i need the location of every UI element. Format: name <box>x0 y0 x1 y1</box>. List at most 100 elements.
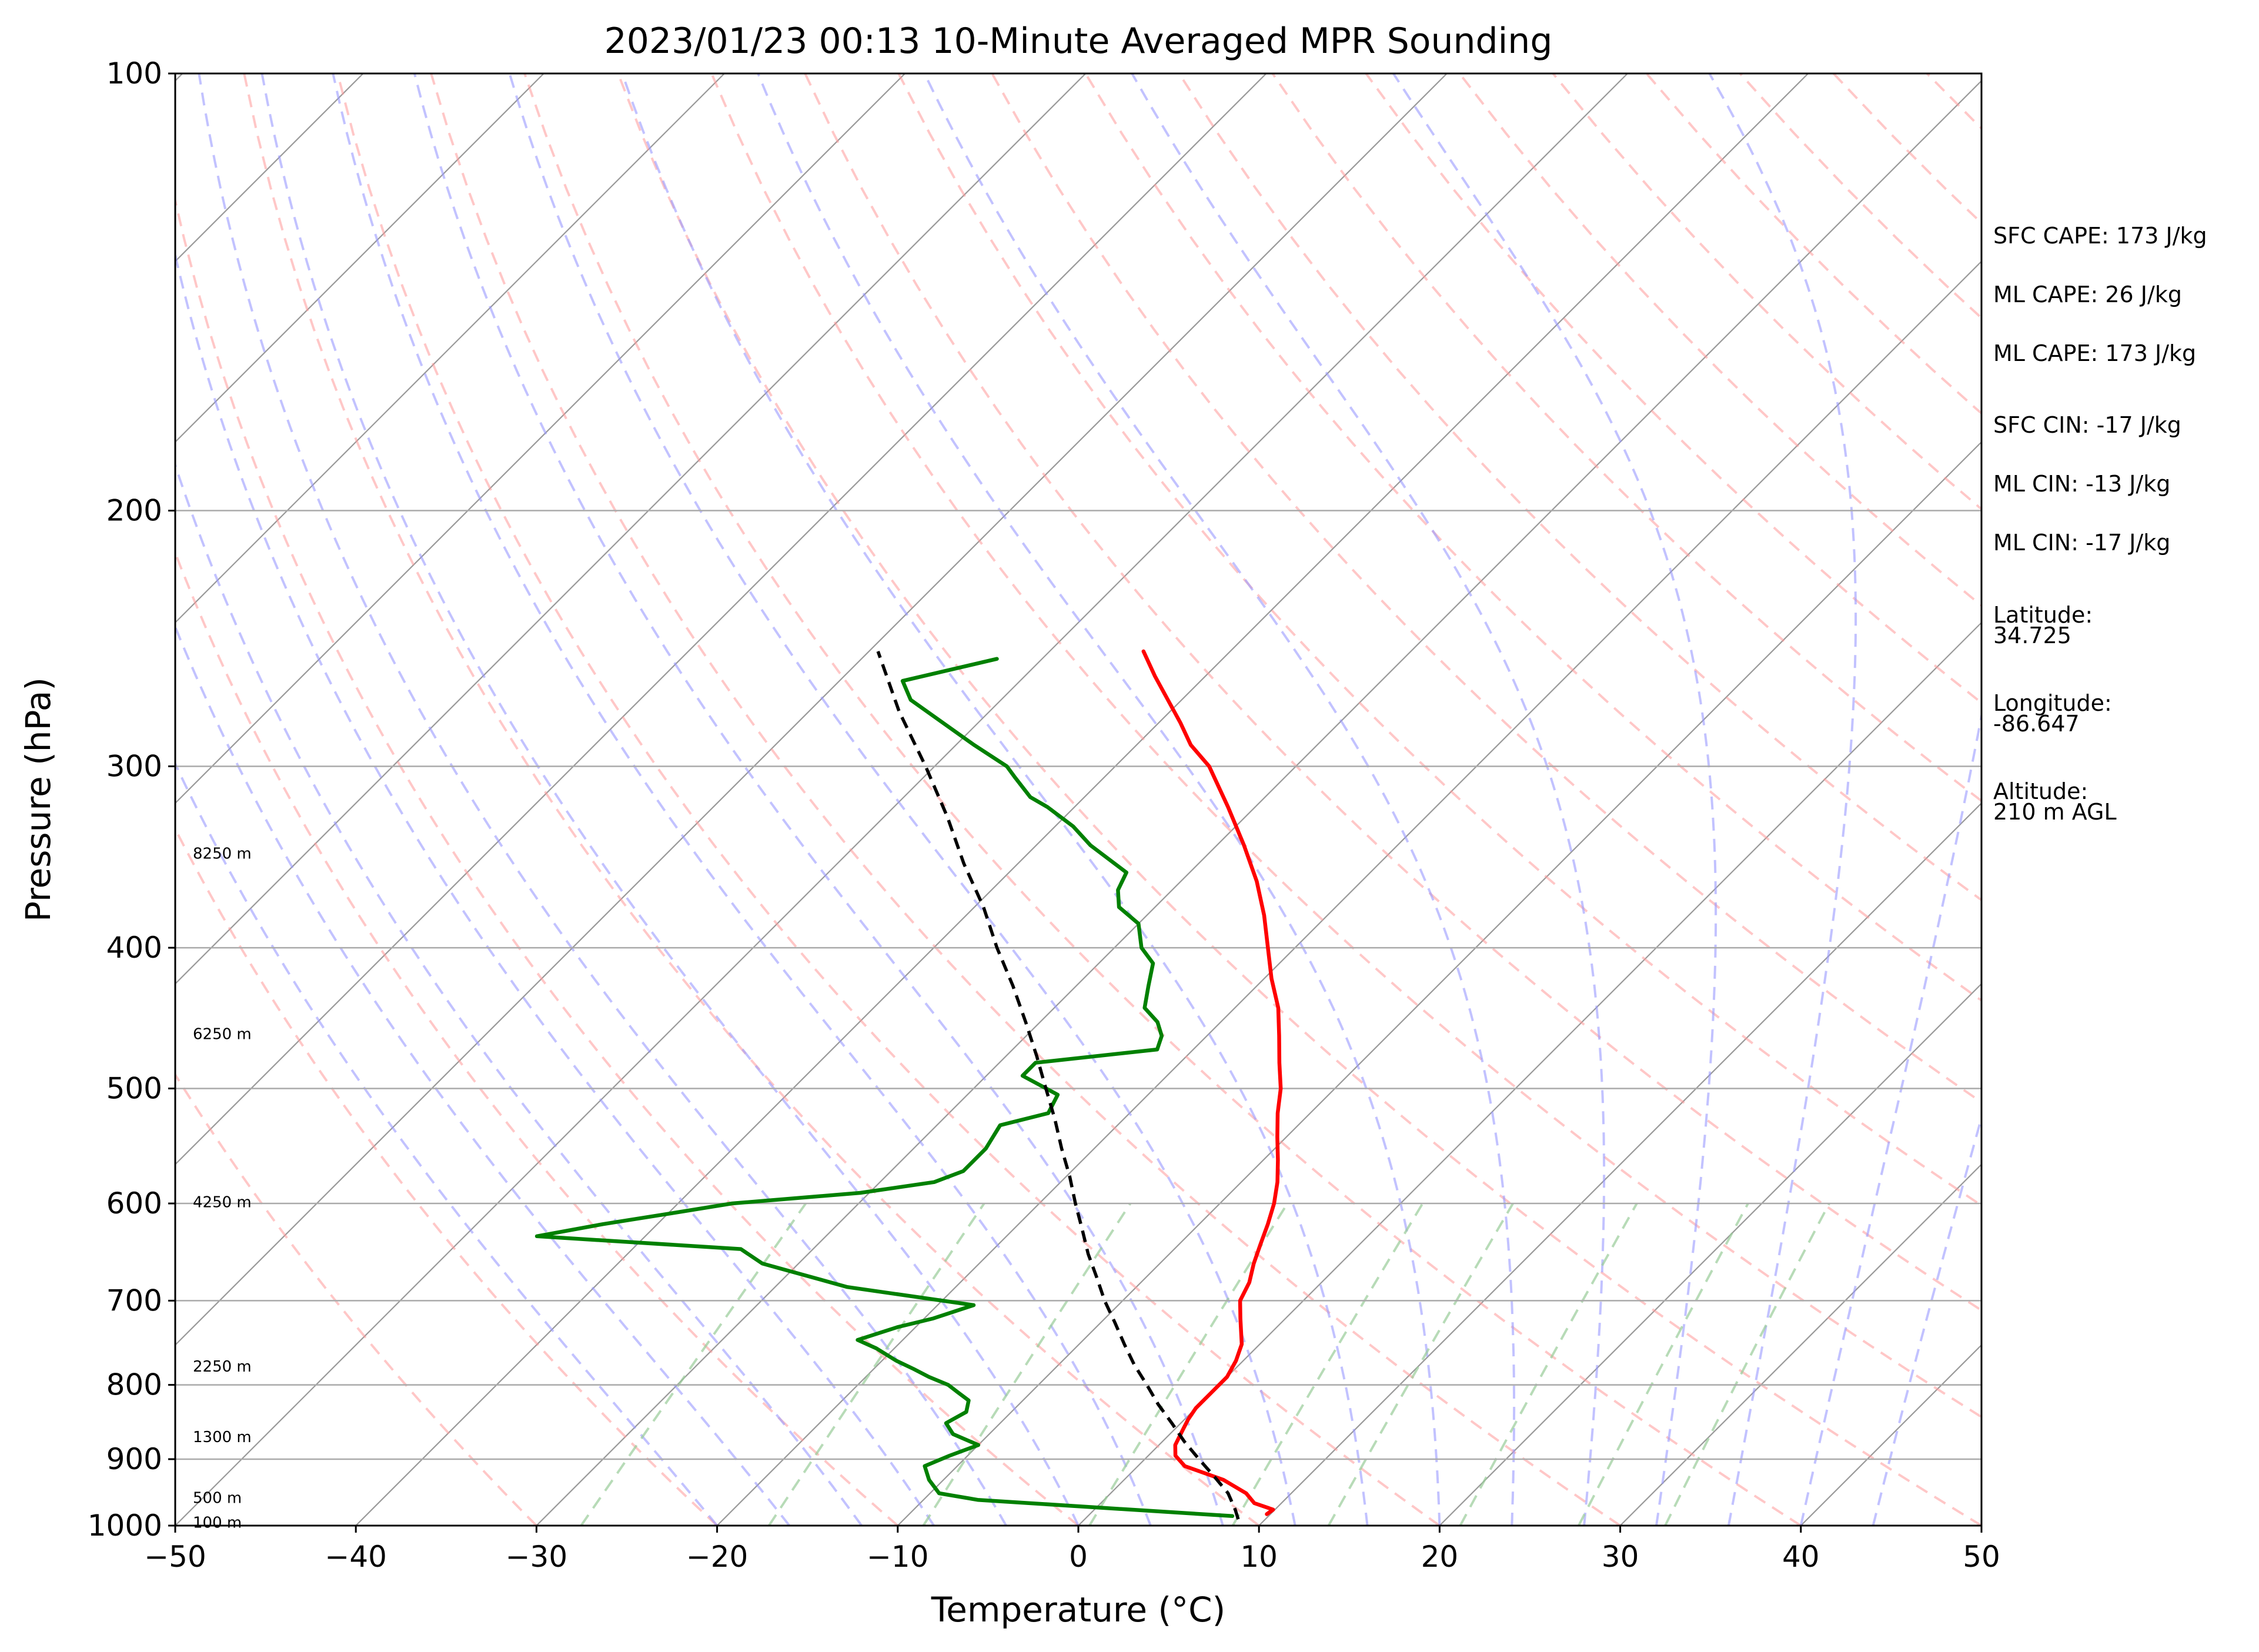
mixing-ratio-line <box>1231 1202 1424 1526</box>
moist-adiabat-line <box>621 73 1369 1526</box>
y-axis-label: Pressure (hPa) <box>18 677 58 922</box>
moist-adiabat-line <box>1708 73 1857 1526</box>
y-tick-label: 200 <box>106 494 162 528</box>
isotherm-line <box>536 79 1981 1526</box>
info-annotation: Longitude: -86.647 <box>1993 690 2112 737</box>
info-annotation: Altitude: 210 m AGL <box>1993 778 2117 825</box>
altitude-label: 6250 m <box>193 1025 252 1043</box>
moist-adiabat-line <box>175 623 791 1526</box>
x-tick-label: 50 <box>1963 1540 2000 1574</box>
isotherm-line <box>175 73 725 624</box>
dry-adiabat-line <box>430 73 1621 1526</box>
sounding-parameters-panel: SFC CAPE: 173 J/kg ML CAPE: 26 J/kg ML CAP… <box>1993 223 2207 825</box>
moist-adiabat-line <box>175 462 863 1526</box>
moist-adiabat-line <box>1392 73 1717 1526</box>
dry-adiabat-line <box>1084 73 1981 1002</box>
altitude-label: 8250 m <box>193 845 252 862</box>
x-tick-label: 30 <box>1602 1540 1639 1574</box>
y-tick-label: 600 <box>106 1186 162 1220</box>
moist-adiabat-line <box>1131 73 1606 1526</box>
altitude-label: 4250 m <box>193 1193 252 1211</box>
y-tick-label: 100 <box>106 56 162 91</box>
altitude-label: 100 m <box>193 1514 242 1532</box>
isotherm-line <box>175 73 1267 1166</box>
chart-title: 2023/01/23 00:13 10-Minute Averaged MPR … <box>604 21 1553 62</box>
moist-adiabat-line <box>1872 1113 1981 1526</box>
moist-adiabat-line <box>198 73 1007 1526</box>
moist-adiabat-line <box>332 73 1152 1526</box>
isotherm-line <box>897 441 1981 1526</box>
isotherm-line <box>175 73 1628 1526</box>
y-tick-label: 900 <box>106 1442 162 1476</box>
dry-adiabat-line <box>175 826 718 1526</box>
x-tick-label: −50 <box>144 1540 206 1574</box>
mixing-ratio-line <box>768 1202 985 1526</box>
isotherm-line <box>1078 621 1981 1526</box>
mixing-ratio-line <box>1088 1202 1289 1526</box>
moist-adiabat-line <box>508 73 1296 1526</box>
isotherm-line <box>1439 982 1981 1526</box>
dry-adiabat-line <box>523 73 1802 1526</box>
x-tick-label: −20 <box>686 1540 748 1574</box>
background-reference-lines <box>175 73 1981 1526</box>
dewpoint-trace <box>534 657 1235 1519</box>
altitude-label: 2250 m <box>193 1358 252 1376</box>
dry-adiabat-line <box>617 73 1981 1526</box>
temperature-trace <box>1141 649 1283 1516</box>
dry-adiabat-line <box>804 73 1981 1312</box>
dry-adiabat-line <box>175 195 1080 1526</box>
dry-adiabat-line <box>1271 73 1981 802</box>
y-tick-label: 400 <box>106 931 162 965</box>
x-axis-ticks: −50 −40 −30 −20 −10 0 10 20 30 40 50 <box>144 1526 2000 1574</box>
info-annotation: ML CAPE: 26 J/kg <box>1993 282 2182 307</box>
isotherm-line <box>175 73 1087 985</box>
y-tick-label: 800 <box>106 1368 162 1402</box>
y-tick-label: 500 <box>106 1071 162 1105</box>
dry-adiabat-line <box>897 73 1981 1207</box>
info-annotation: ML CAPE: 173 J/kg <box>1993 340 2196 366</box>
info-annotation: SFC CAPE: 173 J/kg <box>1993 223 2207 249</box>
moist-adiabat-line <box>1799 710 1981 1526</box>
dry-adiabat-line <box>991 73 1981 1104</box>
x-tick-label: 20 <box>1421 1540 1459 1574</box>
isotherm-line <box>355 73 1809 1526</box>
mixing-ratio-line <box>1327 1202 1514 1526</box>
x-tick-label: −30 <box>506 1540 568 1574</box>
x-tick-label: −40 <box>325 1540 387 1574</box>
y-tick-label: 300 <box>106 749 162 783</box>
x-tick-label: 40 <box>1782 1540 1820 1574</box>
isotherm-line <box>175 73 1448 1346</box>
moist-adiabat-line <box>260 73 1080 1526</box>
altitude-label: 500 m <box>193 1490 242 1507</box>
isotherm-line <box>175 73 544 443</box>
isotherm-line <box>175 73 905 804</box>
dry-adiabat-line <box>710 73 1981 1419</box>
moist-adiabat-line <box>923 73 1516 1526</box>
pressure-gridlines <box>175 73 1981 1526</box>
info-annotation: Latitude: 34.725 <box>1993 602 2093 648</box>
parcel-trace <box>876 650 1240 1520</box>
isotherm-line <box>716 260 1981 1526</box>
info-annotation: SFC CIN: -17 J/kg <box>1993 412 2181 438</box>
y-tick-label: 700 <box>106 1283 162 1317</box>
isotherm-line <box>1619 1163 1981 1526</box>
info-annotation: ML CIN: -13 J/kg <box>1993 471 2170 497</box>
x-tick-label: 0 <box>1069 1540 1088 1574</box>
mixing-ratio-line <box>922 1202 1132 1526</box>
x-axis-label: Temperature (°C) <box>931 1590 1226 1630</box>
x-tick-label: −10 <box>867 1540 929 1574</box>
dry-adiabat-line <box>336 73 1441 1526</box>
dry-adiabat-line <box>175 1072 537 1526</box>
info-annotation: ML CIN: -17 J/kg <box>1993 530 2170 556</box>
altitude-label: 1300 m <box>193 1429 252 1446</box>
dry-adiabat-line <box>243 73 1260 1526</box>
sounding-traces <box>534 649 1283 1520</box>
moist-adiabat-line <box>175 761 719 1526</box>
y-axis-ticks: 1000 900 800 700 600 500 400 300 200 100 <box>88 56 175 1543</box>
moist-adiabat-line <box>757 73 1441 1526</box>
y-tick-label: 1000 <box>88 1509 162 1543</box>
altitude-labels: 100 m 500 m 1300 m 2250 m 4250 m 6250 m 8250 m <box>193 845 252 1531</box>
x-tick-label: 10 <box>1240 1540 1278 1574</box>
